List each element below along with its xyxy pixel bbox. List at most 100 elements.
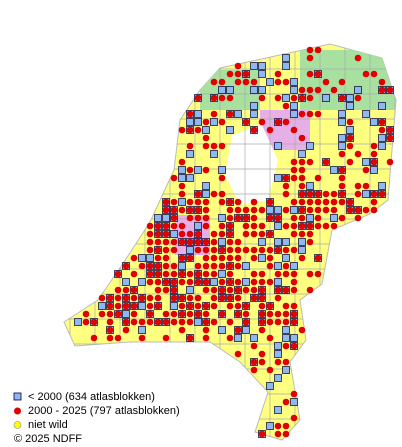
record-recent: [282, 118, 290, 126]
record-recent: [282, 102, 290, 110]
record-recent: [274, 94, 282, 102]
record-recent: [306, 286, 314, 294]
record-recent: [162, 230, 170, 238]
record-recent: [298, 222, 306, 230]
record-recent: [130, 302, 138, 310]
record-old: [194, 318, 202, 326]
record-old: [274, 142, 282, 150]
record-old: [266, 382, 274, 390]
record-old: [274, 342, 282, 350]
record-old: [274, 278, 282, 286]
record-recent: [250, 230, 258, 238]
record-recent: [202, 278, 210, 286]
record-recent: [338, 78, 346, 86]
record-recent: [354, 54, 362, 62]
record-old: [194, 110, 202, 118]
record-recent: [362, 166, 370, 174]
record-recent: [298, 158, 306, 166]
record-old: [282, 54, 290, 62]
record-old: [290, 262, 298, 270]
record-recent: [186, 334, 194, 342]
record-recent: [178, 230, 186, 238]
record-recent: [226, 230, 234, 238]
record-recent: [250, 222, 258, 230]
record-old: [306, 182, 314, 190]
record-old: [346, 94, 354, 102]
record-recent: [114, 270, 122, 278]
record-recent: [218, 262, 226, 270]
record-recent: [266, 302, 274, 310]
record-recent: [178, 270, 186, 278]
record-recent: [250, 254, 258, 262]
record-recent: [306, 46, 314, 54]
record-recent: [354, 94, 362, 102]
record-recent: [338, 190, 346, 198]
record-recent: [170, 286, 178, 294]
record-recent: [170, 318, 178, 326]
record-old: [274, 238, 282, 246]
record-recent: [162, 198, 170, 206]
record-recent: [146, 270, 154, 278]
record-recent: [194, 190, 202, 198]
record-recent: [258, 358, 266, 366]
record-recent: [314, 254, 322, 262]
record-recent: [186, 310, 194, 318]
record-old: [122, 278, 130, 286]
record-recent: [186, 126, 194, 134]
record-old: [306, 214, 314, 222]
record-recent: [370, 150, 378, 158]
record-recent: [162, 222, 170, 230]
record-recent: [146, 302, 154, 310]
record-old: [210, 118, 218, 126]
record-recent: [330, 86, 338, 94]
record-recent: [210, 286, 218, 294]
record-recent: [130, 318, 138, 326]
record-old: [306, 142, 314, 150]
record-recent: [226, 110, 234, 118]
record-old: [194, 222, 202, 230]
record-old: [290, 206, 298, 214]
record-recent: [210, 190, 218, 198]
record-recent: [146, 222, 154, 230]
record-recent: [202, 246, 210, 254]
record-recent: [210, 238, 218, 246]
record-recent: [378, 86, 386, 94]
record-recent: [82, 310, 90, 318]
record-recent: [258, 246, 266, 254]
record-recent: [226, 278, 234, 286]
record-recent: [154, 238, 162, 246]
record-old: [282, 254, 290, 262]
record-recent: [386, 86, 394, 94]
record-old: [186, 118, 194, 126]
record-recent: [154, 262, 162, 270]
record-recent: [186, 302, 194, 310]
record-recent: [274, 430, 282, 438]
record-old: [178, 174, 186, 182]
record-recent: [338, 174, 346, 182]
record-recent: [194, 238, 202, 246]
record-old: [322, 94, 330, 102]
record-recent: [98, 310, 106, 318]
record-recent: [306, 206, 314, 214]
record-recent: [202, 302, 210, 310]
record-recent: [290, 246, 298, 254]
record-recent: [330, 222, 338, 230]
record-recent: [194, 230, 202, 238]
record-recent: [154, 278, 162, 286]
record-old: [242, 278, 250, 286]
record-recent: [162, 254, 170, 262]
record-recent: [218, 94, 226, 102]
record-recent: [90, 318, 98, 326]
record-old: [122, 310, 130, 318]
record-old: [266, 206, 274, 214]
record-old: [274, 374, 282, 382]
record-old: [178, 262, 186, 270]
record-recent: [178, 254, 186, 262]
record-recent: [314, 110, 322, 118]
record-recent: [314, 270, 322, 278]
record-recent: [178, 126, 186, 134]
record-recent: [354, 182, 362, 190]
record-old: [74, 318, 82, 326]
record-recent: [306, 70, 314, 78]
